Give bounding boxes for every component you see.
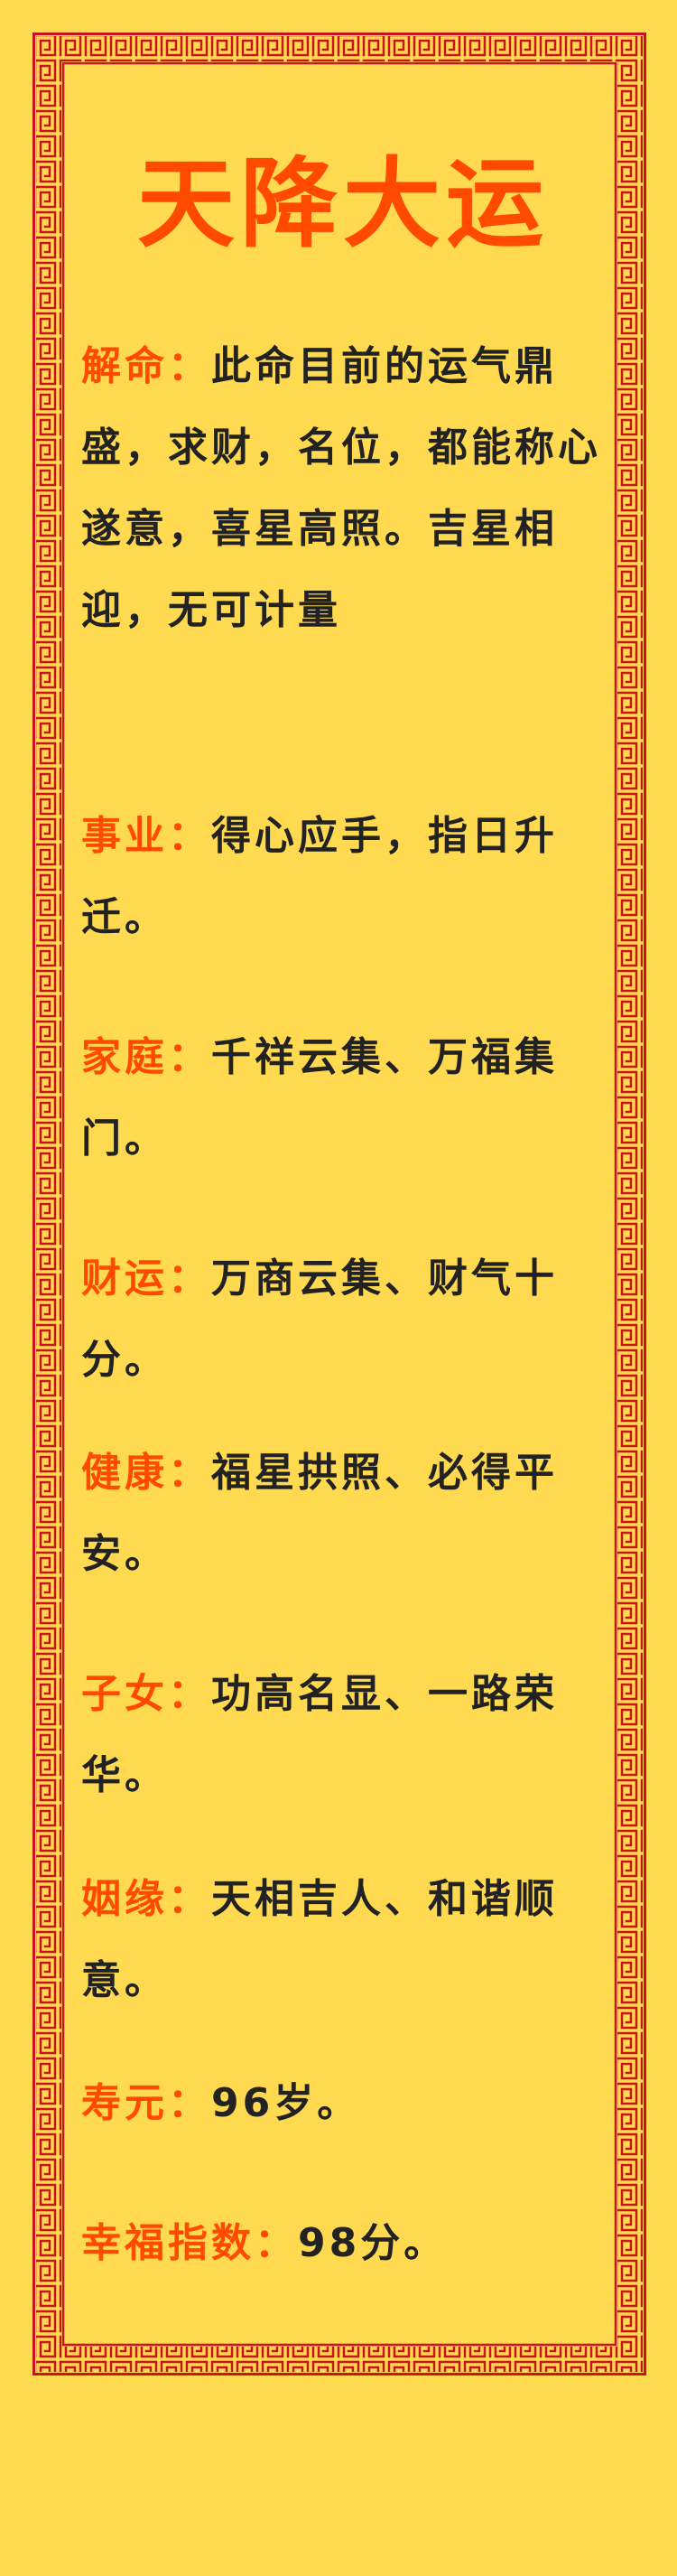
section-text: 千祥云集、万福集门。 [81, 1034, 558, 1162]
section-text: 96岁。 [211, 2080, 361, 2126]
section-jiankang: 健康：福星拱照、必得平安。 [81, 1433, 605, 1595]
meander-border-icon [32, 33, 646, 2375]
section-label: 子女 [81, 1671, 168, 1717]
section-label: 健康 [81, 1450, 168, 1496]
section-zinv: 子女：功高名显、一路荣华。 [81, 1654, 605, 1816]
section-shouyuan: 寿元：96岁。 [81, 2063, 605, 2144]
section-xingfu-zhishu: 幸福指数：98分。 [81, 2203, 605, 2284]
section-text: 福星拱照、必得平安。 [81, 1450, 558, 1577]
section-jiating: 家庭：千祥云集、万福集门。 [81, 1017, 605, 1180]
section-colon: ： [168, 1876, 211, 1922]
fortune-card: 天降大运 解命：此命目前的运气鼎盛，求财，名位，都能称心遂意，喜星高照。吉星相迎… [32, 33, 646, 2375]
section-colon: ： [168, 1255, 211, 1302]
section-caiyun: 财运：万商云集、财气十分。 [81, 1238, 605, 1401]
section-label: 寿元 [81, 2080, 168, 2126]
section-colon: ： [255, 2220, 298, 2266]
section-label: 解命 [81, 343, 168, 389]
section-text: 此命目前的运气鼎盛，求财，名位，都能称心遂意，喜星高照。吉星相迎，无可计量 [81, 343, 601, 633]
section-colon: ： [168, 813, 211, 859]
section-label: 事业 [81, 813, 168, 859]
section-text: 98分。 [298, 2220, 448, 2266]
section-text: 得心应手，指日升迁。 [81, 813, 558, 940]
section-colon: ： [168, 1671, 211, 1717]
section-colon: ： [168, 2080, 211, 2126]
section-jieming: 解命：此命目前的运气鼎盛，求财，名位，都能称心遂意，喜星高照。吉星相迎，无可计量 [81, 326, 605, 651]
section-colon: ： [168, 1450, 211, 1496]
section-label: 财运 [81, 1255, 168, 1302]
section-text: 天相吉人、和谐顺意。 [81, 1876, 558, 2003]
section-label: 家庭 [81, 1034, 168, 1080]
section-text: 功高名显、一路荣华。 [81, 1671, 558, 1798]
section-yinyuan: 姻缘：天相吉人、和谐顺意。 [81, 1859, 605, 2021]
section-label: 姻缘 [81, 1876, 168, 1922]
section-colon: ： [168, 343, 211, 389]
page-title: 天降大运 [136, 147, 549, 261]
section-shiye: 事业：得心应手，指日升迁。 [81, 796, 605, 958]
section-text: 万商云集、财气十分。 [81, 1255, 558, 1383]
section-label: 幸福指数 [81, 2220, 255, 2266]
section-colon: ： [168, 1034, 211, 1080]
